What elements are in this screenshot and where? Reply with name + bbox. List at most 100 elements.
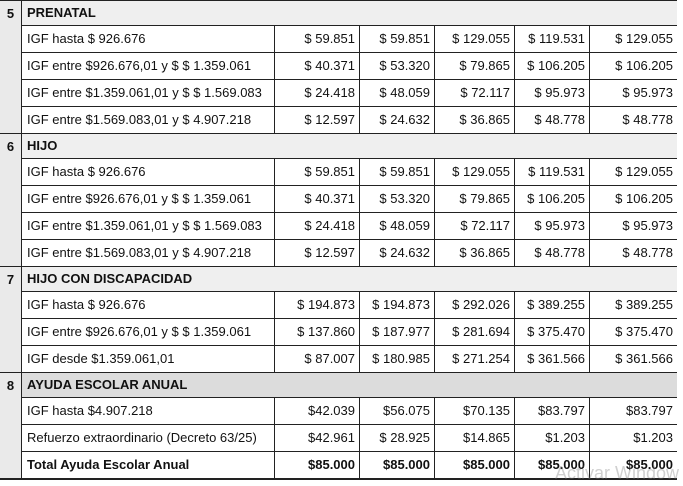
- value-cell: $83.797: [626, 403, 673, 418]
- row-label: IGF entre $1.359.061,01 y $ $ 1.569.083: [22, 80, 275, 106]
- section-title: HIJO: [22, 134, 677, 158]
- value-cell: $1.203: [633, 430, 673, 445]
- value-cell: $ 129.055: [615, 164, 673, 179]
- section-title: HIJO CON DISCAPACIDAD: [22, 267, 677, 291]
- value-cell: $ 129.055: [435, 26, 515, 52]
- value-cell: $ 292.026: [435, 292, 515, 318]
- value-cell: $ 59.851: [275, 159, 360, 185]
- table-row: IGF hasta $ 926.676 $ 194.873 $ 194.873 $ 2…: [22, 291, 677, 318]
- section-number: 8: [0, 373, 22, 478]
- section-prenatal: 5 PRENATAL IGF hasta $ 926.676 $ 59.851 $ 59…: [0, 0, 677, 133]
- value-cell: $ 361.566: [515, 346, 590, 372]
- value-cell: $ 53.320: [360, 53, 435, 79]
- value-cell: $ 48.778: [515, 107, 590, 133]
- value-cell: $ 36.865: [435, 107, 515, 133]
- value-cell: $ 72.117: [435, 213, 515, 239]
- value-cell: $ 187.977: [360, 319, 435, 345]
- value-cell: $56.075: [360, 398, 435, 424]
- value-cell: $ 40.371: [275, 186, 360, 212]
- row-label: IGF hasta $4.907.218: [22, 398, 275, 424]
- value-cell: $85.000: [626, 457, 673, 472]
- value-cell: $ 106.205: [515, 53, 590, 79]
- value-cell: $ 95.973: [515, 80, 590, 106]
- value-cell: $ 180.985: [360, 346, 435, 372]
- value-cell: $ 59.851: [360, 26, 435, 52]
- value-cell: $ 106.205: [615, 58, 673, 73]
- table-row: IGF entre $1.569.083,01 y $ 4.907.218 $ 1…: [22, 106, 677, 133]
- value-cell: $14.865: [435, 425, 515, 451]
- value-cell: $ 95.973: [515, 213, 590, 239]
- value-cell: $ 95.973: [622, 218, 673, 233]
- value-cell: $ 95.973: [622, 85, 673, 100]
- value-cell: $ 194.873: [360, 292, 435, 318]
- value-cell: $ 119.531: [515, 159, 590, 185]
- value-cell: $85.000: [515, 452, 590, 478]
- row-label: IGF desde $1.359.061,01: [22, 346, 275, 372]
- section-hijo: 6 HIJO IGF hasta $ 926.676 $ 59.851 $ 59.851…: [0, 133, 677, 266]
- value-cell: $ 48.059: [360, 213, 435, 239]
- value-cell: $85.000: [360, 452, 435, 478]
- table-row: IGF desde $1.359.061,01 $ 87.007 $ 180.985…: [22, 345, 677, 372]
- value-cell: $ 389.255: [515, 292, 590, 318]
- value-cell: $ 129.055: [615, 31, 673, 46]
- benefits-table: 5 PRENATAL IGF hasta $ 926.676 $ 59.851 $ 59…: [0, 0, 677, 480]
- table-row: Refuerzo extraordinario (Decreto 63/25) $…: [22, 424, 677, 451]
- value-cell: $42.039: [275, 398, 360, 424]
- value-cell: $ 48.778: [515, 240, 590, 266]
- row-label: Total Ayuda Escolar Anual: [22, 452, 275, 478]
- value-cell: $ 137.860: [275, 319, 360, 345]
- value-cell: $85.000: [435, 452, 515, 478]
- value-cell: $ 24.418: [275, 213, 360, 239]
- value-cell: $ 375.470: [515, 319, 590, 345]
- section-number: 7: [0, 267, 22, 372]
- table-row: IGF hasta $ 926.676 $ 59.851 $ 59.851 $ 129…: [22, 25, 677, 52]
- section-title: AYUDA ESCOLAR ANUAL: [22, 373, 677, 397]
- value-cell: $ 106.205: [615, 191, 673, 206]
- table-row: IGF entre $1.359.061,01 y $ $ 1.569.083 $…: [22, 79, 677, 106]
- value-cell: $ 361.566: [615, 351, 673, 366]
- table-row: IGF entre $1.569.083,01 y $ 4.907.218 $ 1…: [22, 239, 677, 266]
- row-label: IGF entre $1.569.083,01 y $ 4.907.218: [22, 240, 275, 266]
- value-cell: $ 48.059: [360, 80, 435, 106]
- value-cell: $1.203: [515, 425, 590, 451]
- value-cell: $ 48.778: [622, 112, 673, 127]
- value-cell: $ 36.865: [435, 240, 515, 266]
- value-cell: $ 119.531: [515, 26, 590, 52]
- table-row: Total Ayuda Escolar Anual $85.000 $85.000 $…: [22, 451, 677, 478]
- value-cell: $ 87.007: [275, 346, 360, 372]
- table-row: IGF entre $926.676,01 y $ $ 1.359.061 $ 4…: [22, 185, 677, 212]
- value-cell: $ 79.865: [435, 186, 515, 212]
- value-cell: $ 12.597: [275, 107, 360, 133]
- value-cell: $ 48.778: [622, 245, 673, 260]
- value-cell: $ 59.851: [275, 26, 360, 52]
- section-hijo-con-discapacidad: 7 HIJO CON DISCAPACIDAD IGF hasta $ 926.67…: [0, 266, 677, 372]
- row-label: IGF entre $926.676,01 y $ $ 1.359.061: [22, 186, 275, 212]
- value-cell: $ 281.694: [435, 319, 515, 345]
- value-cell: $ 106.205: [515, 186, 590, 212]
- section-title: PRENATAL: [22, 1, 677, 25]
- value-cell: $83.797: [515, 398, 590, 424]
- row-label: Refuerzo extraordinario (Decreto 63/25): [22, 425, 275, 451]
- value-cell: $ 194.873: [275, 292, 360, 318]
- section-number: 5: [0, 1, 22, 133]
- value-cell: $ 28.925: [360, 425, 435, 451]
- row-label: IGF entre $1.359.061,01 y $ $ 1.569.083: [22, 213, 275, 239]
- row-label: IGF entre $926.676,01 y $ $ 1.359.061: [22, 53, 275, 79]
- value-cell: $ 59.851: [360, 159, 435, 185]
- section-number: 6: [0, 134, 22, 266]
- table-row: IGF entre $926.676,01 y $ $ 1.359.061 $ 1…: [22, 318, 677, 345]
- row-label: IGF hasta $ 926.676: [22, 26, 275, 52]
- value-cell: $ 79.865: [435, 53, 515, 79]
- value-cell: $ 271.254: [435, 346, 515, 372]
- value-cell: $42.961: [275, 425, 360, 451]
- table-row: IGF entre $926.676,01 y $ $ 1.359.061 $ 4…: [22, 52, 677, 79]
- value-cell: $ 389.255: [615, 297, 673, 312]
- value-cell: $70.135: [435, 398, 515, 424]
- value-cell: $ 375.470: [615, 324, 673, 339]
- row-label: IGF hasta $ 926.676: [22, 292, 275, 318]
- value-cell: $ 12.597: [275, 240, 360, 266]
- value-cell: $85.000: [275, 452, 360, 478]
- row-label: IGF entre $1.569.083,01 y $ 4.907.218: [22, 107, 275, 133]
- value-cell: $ 53.320: [360, 186, 435, 212]
- value-cell: $ 24.418: [275, 80, 360, 106]
